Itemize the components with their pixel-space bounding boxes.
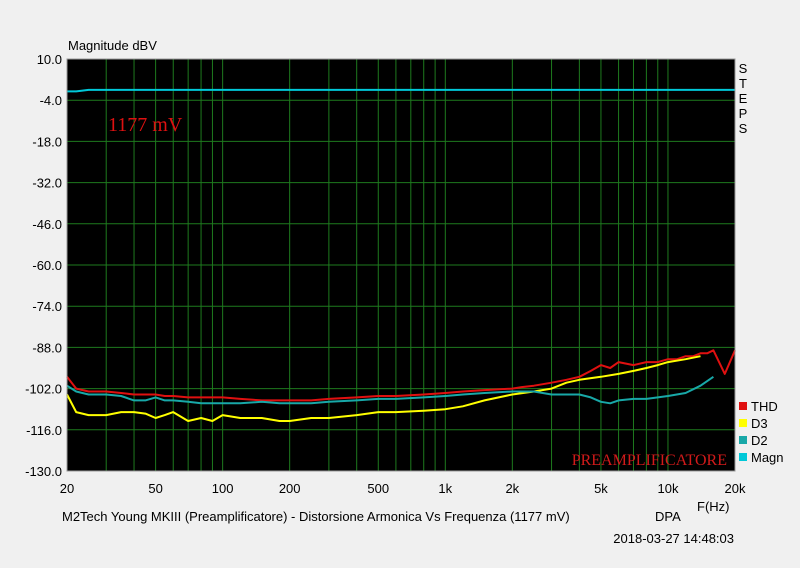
brand-label: DPA (655, 509, 681, 524)
y-tick-label: -102.0 (25, 382, 62, 397)
x-tick-label: 20 (60, 481, 74, 496)
y-tick-label: -32.0 (32, 176, 62, 191)
legend-label-d3: D3 (751, 416, 768, 431)
y-tick-label: -74.0 (32, 299, 62, 314)
series-lines (66, 88, 736, 422)
x-tick-label: 2k (505, 481, 519, 496)
x-tick-label: 5k (594, 481, 608, 496)
steps-letter: S (739, 61, 748, 76)
legend: THD D3 D2 Magn (739, 399, 784, 465)
timestamp: 2018-03-27 14:48:03 (613, 531, 734, 546)
series-line-thd (66, 349, 736, 402)
legend-swatch-d2 (739, 436, 747, 444)
y-tick-label: -18.0 (32, 134, 62, 149)
x-axis-label: F(Hz) (697, 499, 730, 514)
series-line-d3 (66, 355, 701, 422)
legend-label-thd: THD (751, 399, 778, 414)
x-tick-label: 20k (725, 481, 746, 496)
x-tick-label: 500 (367, 481, 389, 496)
x-tick-label: 10k (657, 481, 678, 496)
y-tick-label: -60.0 (32, 258, 62, 273)
watermark-label: PREAMPLIFICATORE (572, 452, 727, 469)
series-line-magn (67, 88, 735, 93)
x-tick-label: 100 (212, 481, 234, 496)
y-tick-label: -46.0 (32, 217, 62, 232)
plot-border (66, 58, 736, 472)
legend-swatch-thd (739, 402, 747, 410)
legend-swatch-magn (739, 453, 747, 461)
x-tick-labels: 20 50 100 200 500 1k 2k 5k 10k 20k (60, 481, 746, 496)
y-tick-label: -130.0 (25, 464, 62, 479)
x-tick-label: 50 (148, 481, 162, 496)
steps-letter: P (739, 106, 748, 121)
y-axis-label: Magnitude dBV (68, 38, 157, 53)
series-line-d2 (66, 375, 714, 405)
y-tick-label: -116.0 (26, 423, 62, 438)
y-tick-label: -88.0 (32, 340, 62, 355)
legend-label-d2: D2 (751, 433, 768, 448)
y-tick-labels: 10.0 -4.0 -18.0 -32.0 -46.0 -60.0 -74.0 -88.0 -1… (25, 52, 62, 479)
steps-letter: T (739, 76, 747, 91)
legend-swatch-d3 (739, 419, 747, 427)
x-tick-label: 200 (279, 481, 301, 496)
steps-letter: S (739, 121, 748, 136)
level-annotation: 1177 mV (108, 114, 183, 136)
legend-label-magn: Magn (751, 450, 784, 465)
x-tick-label: 1k (438, 481, 452, 496)
chart-title: M2Tech Young MKIII (Preamplificatore) - … (62, 509, 570, 524)
y-tick-label: 10.0 (37, 52, 62, 67)
steps-letter: E (739, 91, 748, 106)
y-tick-label: -4.0 (40, 93, 62, 108)
